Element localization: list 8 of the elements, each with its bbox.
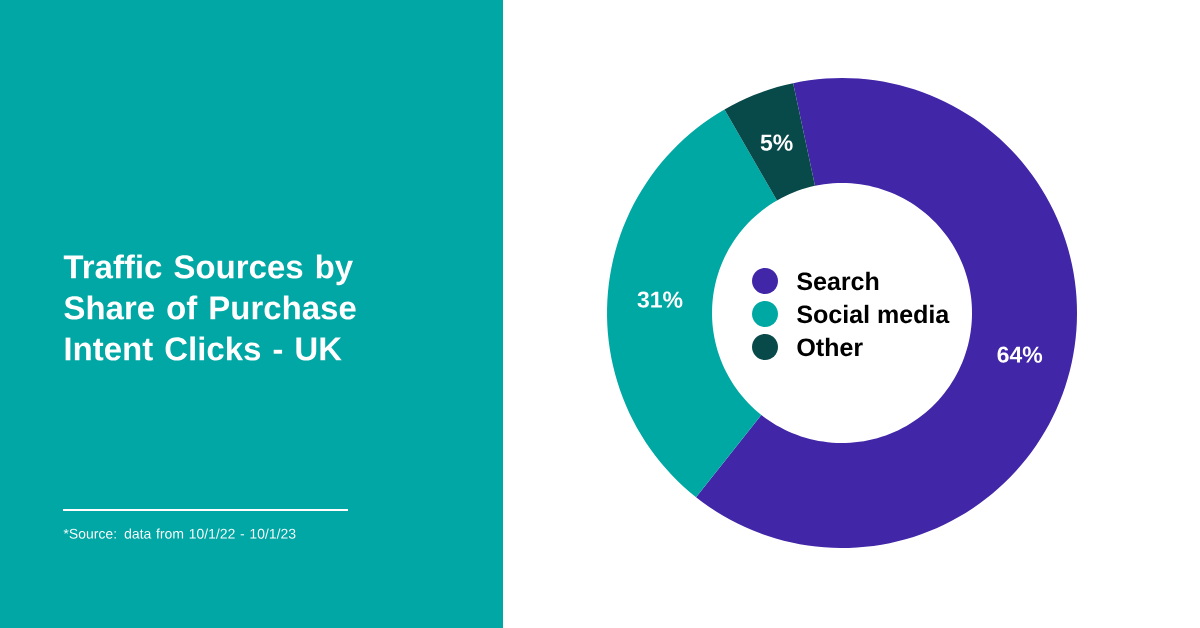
data-label: 64% — [997, 346, 1043, 363]
text: Traffic Sources by Share of Purchase Intent Clicks - UK — [63, 254, 356, 361]
legend-label: Search — [797, 271, 879, 291]
data-label: 31% — [637, 291, 683, 308]
legend-label: Other — [797, 337, 863, 357]
legend-label: Social media — [797, 304, 950, 324]
text: *Source: data from 10/1/22 - 10/1/23 — [63, 528, 296, 539]
data-label: 5% — [760, 134, 793, 151]
